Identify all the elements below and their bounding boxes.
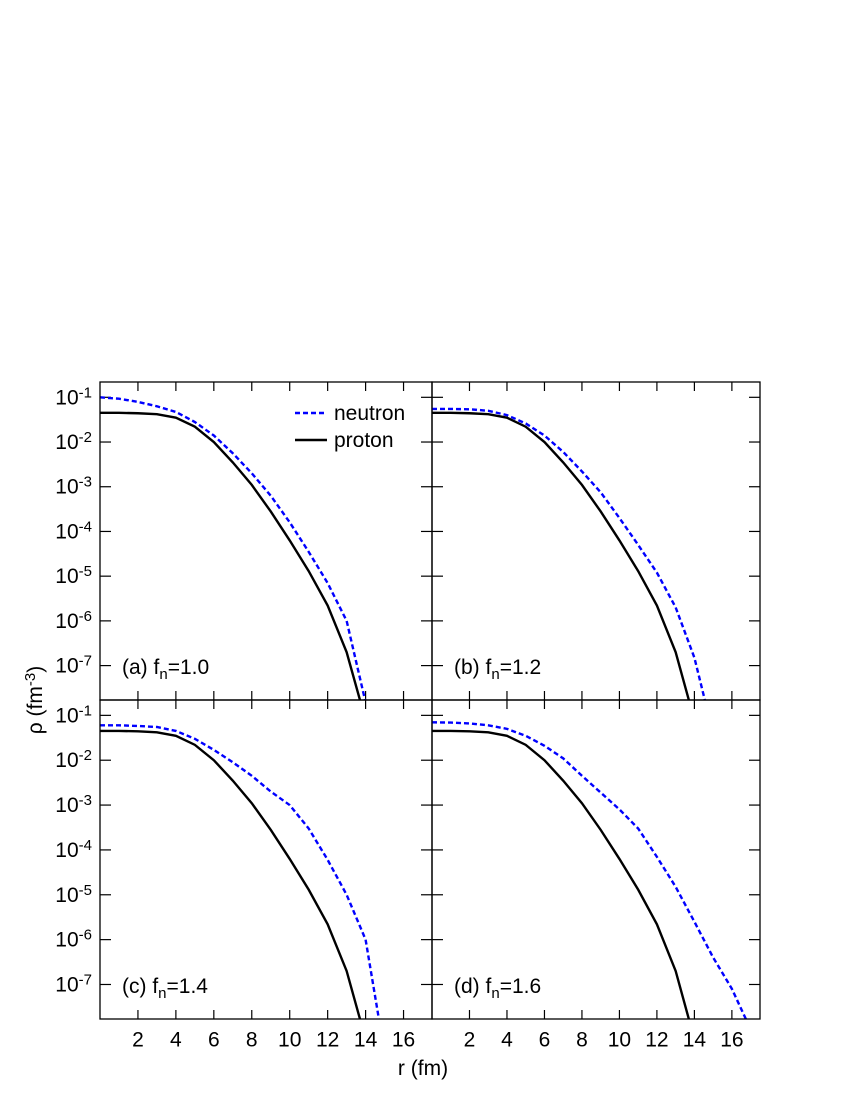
y-tick-label: 10-7 xyxy=(55,653,92,678)
x-tick-label: 16 xyxy=(392,1029,415,1052)
y-tick-label: 10-4 xyxy=(55,837,92,862)
panel-label: (d) fn=1.6 xyxy=(454,975,541,1002)
y-tick-label: 10-6 xyxy=(55,927,92,952)
y-tick-label: 10-3 xyxy=(55,474,92,499)
y-tick-label: 10-1 xyxy=(55,703,92,728)
x-tick-label: 12 xyxy=(645,1029,668,1052)
series-line xyxy=(432,721,748,1019)
plot-area xyxy=(100,396,367,700)
y-tick-label: 10-6 xyxy=(55,608,92,633)
x-tick-label: 8 xyxy=(576,1029,588,1052)
legend-label: neutron xyxy=(334,402,405,425)
x-tick-label: 16 xyxy=(720,1029,743,1052)
series-line xyxy=(100,729,362,1019)
x-tick-label: 10 xyxy=(608,1029,631,1052)
y-tick-label: 10-5 xyxy=(55,563,92,588)
panel-frame xyxy=(431,699,761,1020)
x-tick-label: 4 xyxy=(501,1029,513,1052)
x-tick-label: 2 xyxy=(132,1029,144,1052)
y-tick-label: 10-7 xyxy=(55,972,92,997)
panel: 10-7 10-6 10-5 10-4 10-3 10-2 10-1 (a) fn=1.0 ne… xyxy=(55,381,433,701)
series-line xyxy=(100,396,367,700)
x-tick-label: 14 xyxy=(354,1029,378,1052)
series-line xyxy=(432,729,691,1019)
y-tick-label: 10-2 xyxy=(55,429,92,454)
panel-label: (a) fn=1.0 xyxy=(122,656,209,683)
panel: 2 4 6 8 10 12 14 16 (d) fn=1.6 xyxy=(431,699,761,1052)
y-tick-label: 10-2 xyxy=(55,747,92,772)
y-tick-label: 10-5 xyxy=(55,882,92,907)
series-line xyxy=(100,411,362,700)
panel: 2 4 6 8 10 12 14 16 10-7 10-6 10-5 10-4 10-3 10-2 10-1… xyxy=(55,699,433,1052)
plot-area xyxy=(432,407,707,700)
series-line xyxy=(432,407,707,700)
y-tick-label: 10-4 xyxy=(55,519,92,544)
x-tick-label: 14 xyxy=(683,1029,707,1052)
series-line xyxy=(100,724,381,1019)
panel-label: (b) fn=1.2 xyxy=(454,656,541,683)
panel-frame xyxy=(431,381,761,701)
legend-label: proton xyxy=(334,429,394,452)
x-tick-label: 8 xyxy=(246,1029,258,1052)
y-tick-label: 10-1 xyxy=(55,385,92,410)
panel-label: (c) fn=1.4 xyxy=(122,975,208,1002)
plot-area xyxy=(100,724,381,1019)
x-tick-label: 12 xyxy=(316,1029,339,1052)
x-axis-label: r (fm) xyxy=(398,1057,448,1080)
plot-area xyxy=(432,721,748,1019)
x-tick-label: 6 xyxy=(539,1029,551,1052)
panel-frame xyxy=(99,699,433,1020)
x-tick-label: 10 xyxy=(278,1029,301,1052)
panel: (b) fn=1.2 xyxy=(431,381,761,701)
y-axis-label: ρ (fm-3) xyxy=(22,666,47,734)
series-line xyxy=(432,411,691,700)
x-tick-label: 4 xyxy=(170,1029,182,1052)
x-tick-label: 2 xyxy=(464,1029,476,1052)
y-tick-label: 10-3 xyxy=(55,792,92,817)
x-tick-label: 6 xyxy=(208,1029,220,1052)
